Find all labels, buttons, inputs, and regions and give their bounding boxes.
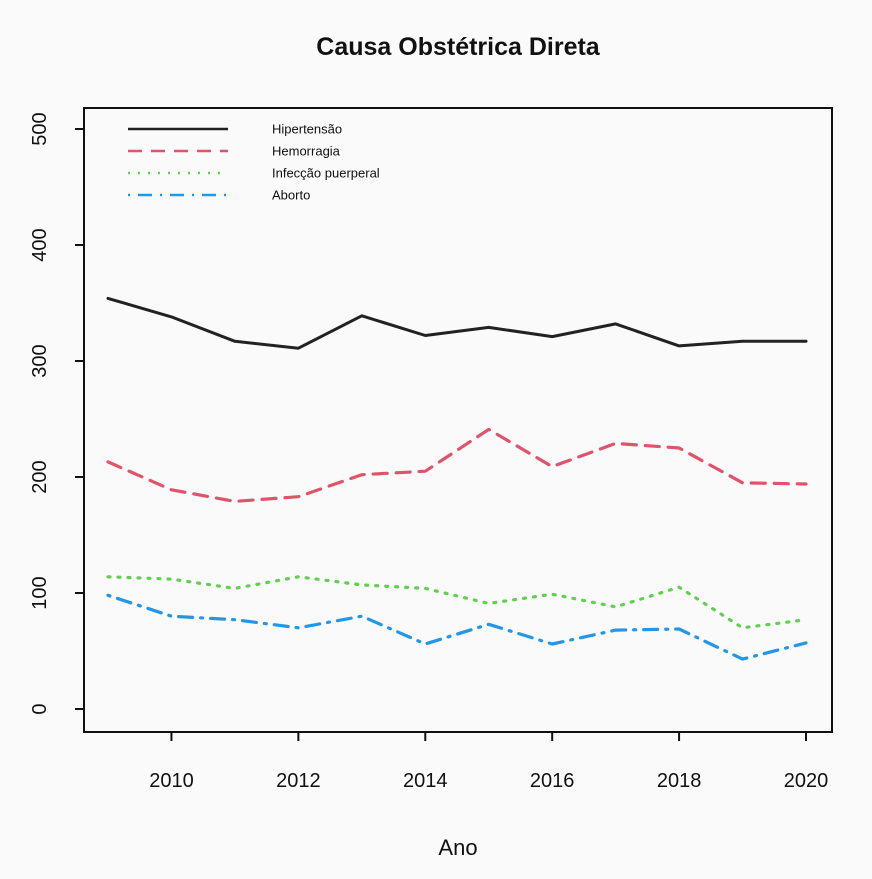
legend-label-3: Aborto	[272, 188, 310, 203]
series-line-2	[106, 575, 808, 630]
y-tick-label: 100	[29, 576, 51, 609]
y-tick-label: 0	[29, 703, 51, 714]
x-tick-label: 2018	[657, 770, 702, 792]
x-tick-label: 2010	[149, 770, 194, 792]
x-axis-label: Ano	[438, 835, 477, 860]
series-line-1	[106, 427, 808, 503]
legend: Hipertensão Hemorragia Infecção puerperal A…	[128, 122, 380, 203]
series-line-3	[106, 593, 808, 661]
y-tick-label: 300	[29, 344, 51, 377]
x-tick-label: 2020	[784, 770, 829, 792]
series-line-0	[106, 296, 808, 350]
legend-label-2: Infecção puerperal	[272, 166, 380, 181]
y-tick-label: 400	[29, 228, 51, 261]
x-tick-label: 2014	[403, 770, 448, 792]
series-layer	[106, 296, 808, 661]
legend-label-0: Hipertensão	[272, 122, 342, 137]
y-tick-label: 500	[29, 112, 51, 145]
x-tick-label: 2016	[530, 770, 575, 792]
y-axis: 0 100 200 300 400 500	[29, 112, 84, 715]
plot-frame	[83, 107, 833, 733]
chart-title: Causa Obstétrica Direta	[316, 33, 601, 61]
y-tick-label: 200	[29, 460, 51, 493]
legend-label-1: Hemorragia	[272, 144, 341, 159]
x-tick-label: 2012	[276, 770, 321, 792]
x-axis: 2010 2012 2014 2016 2018 2020	[149, 732, 828, 792]
